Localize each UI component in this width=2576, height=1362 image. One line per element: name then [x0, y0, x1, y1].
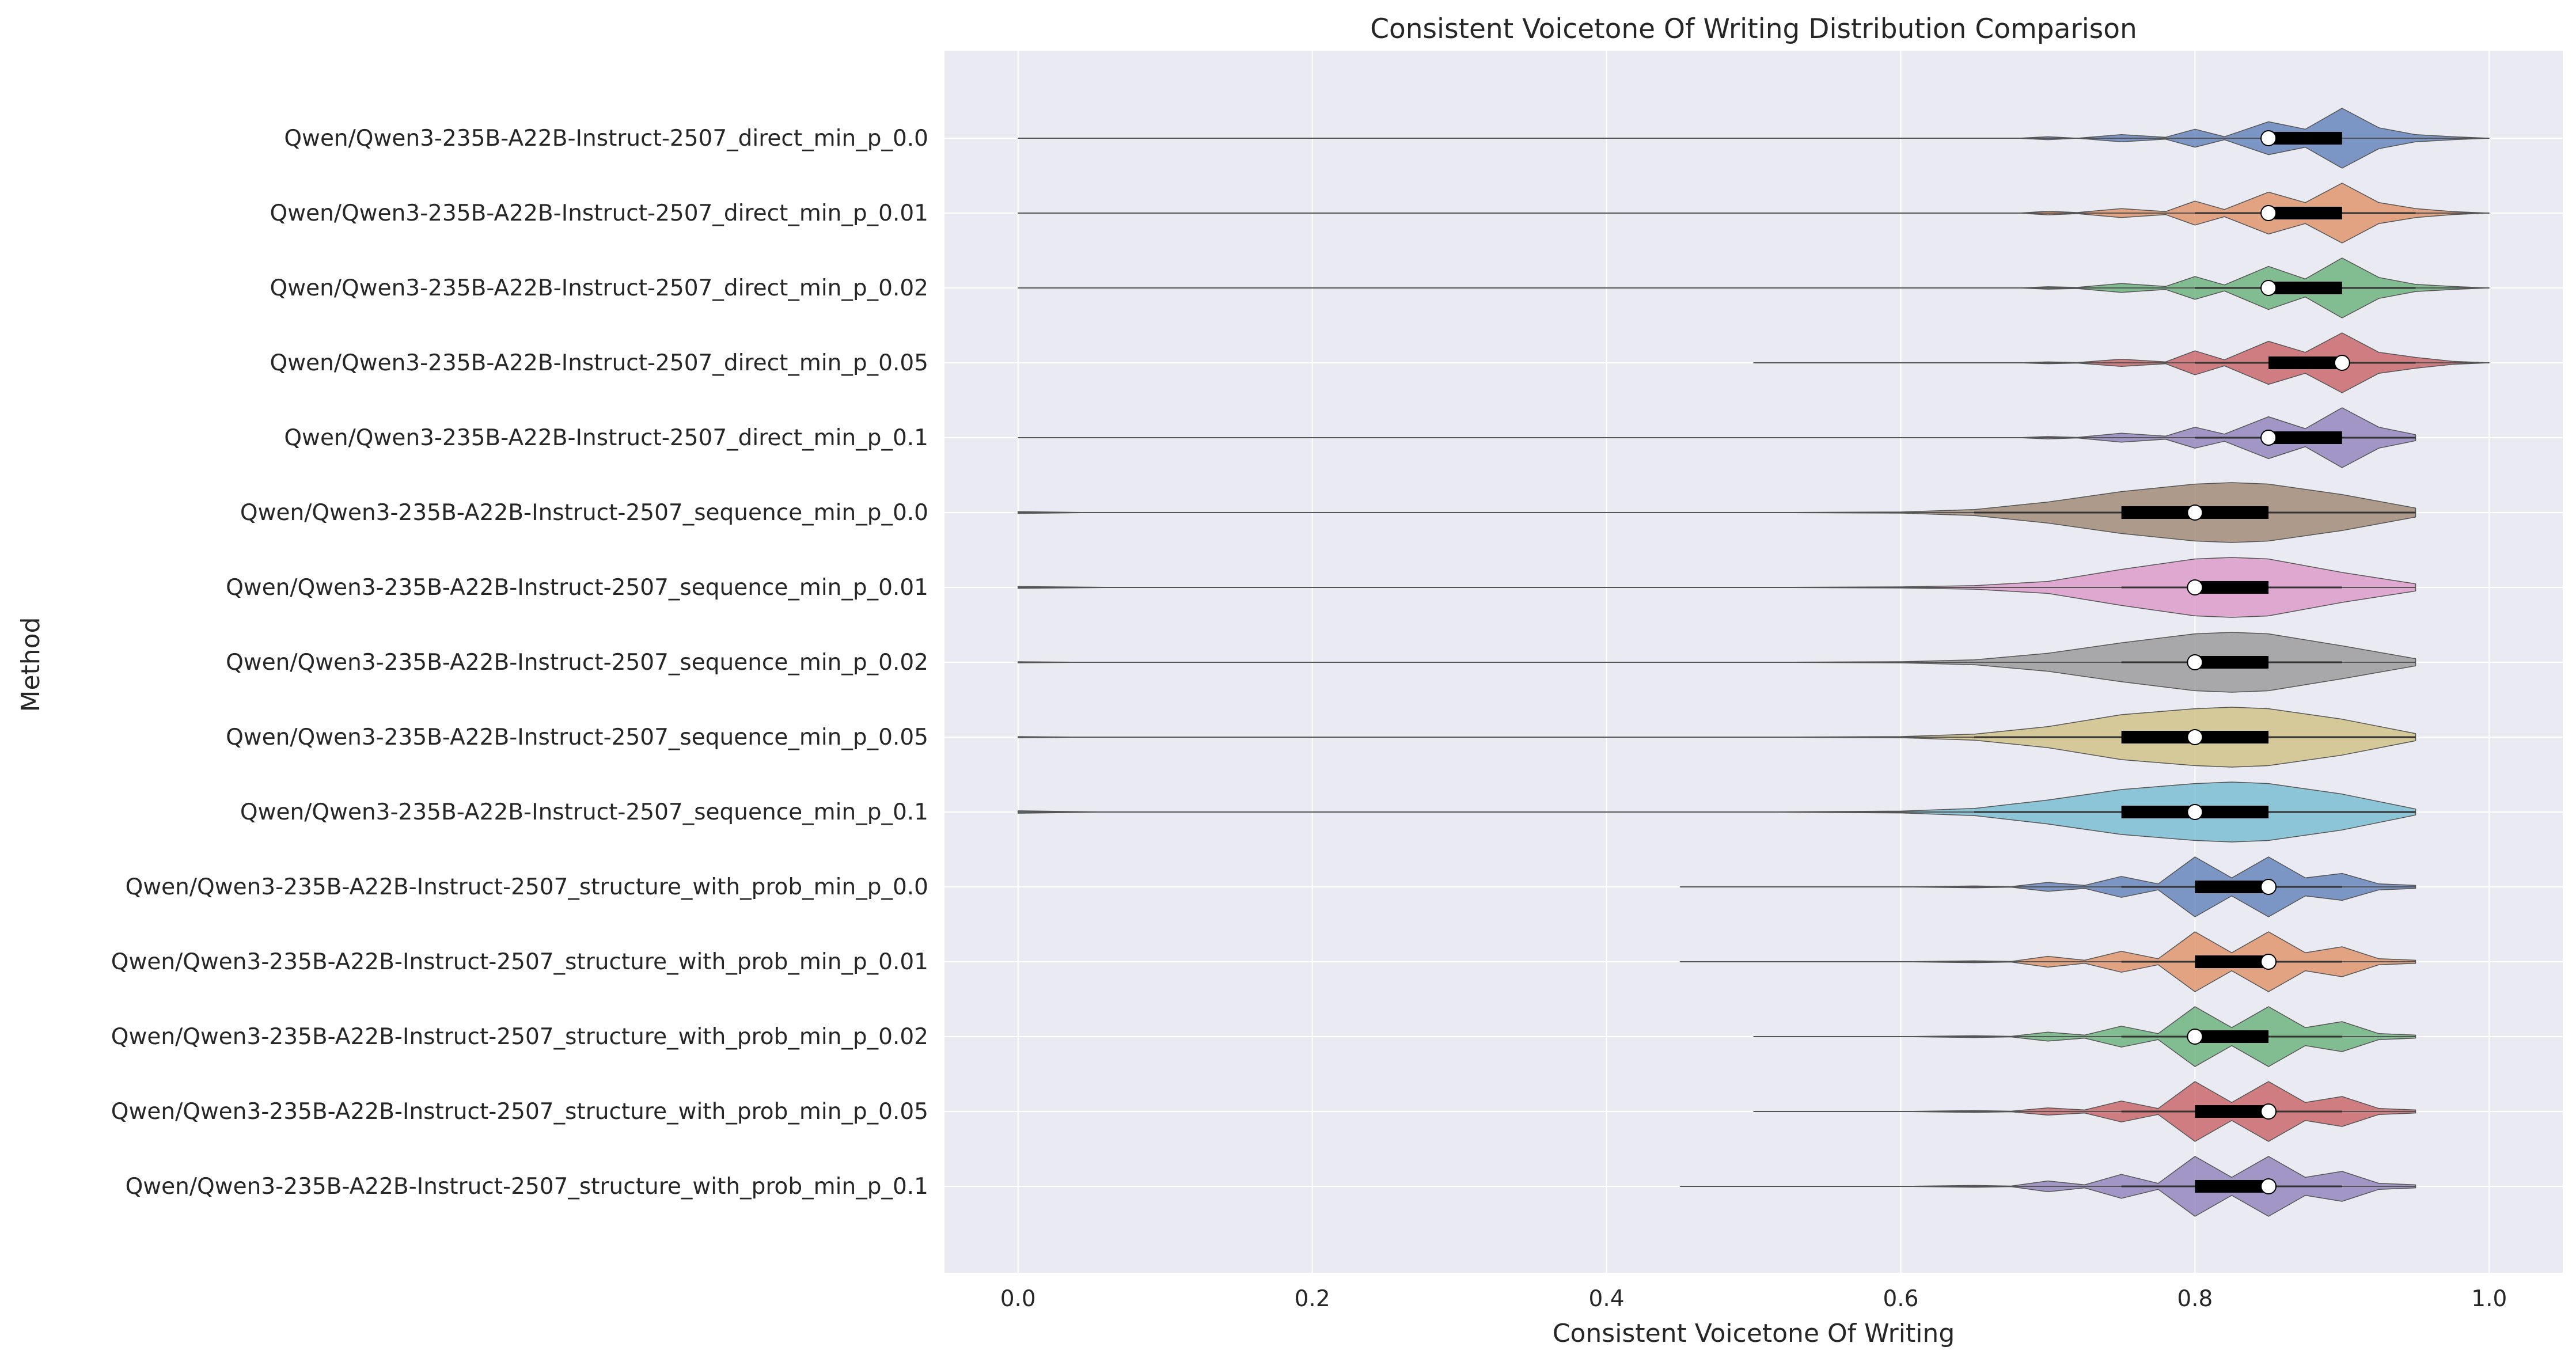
violin-median-point	[2260, 280, 2277, 296]
violin-iqr-box	[2195, 581, 2269, 594]
violin-median-point	[2260, 130, 2277, 146]
violin-median-point	[2187, 1029, 2203, 1045]
violin-median-point	[2260, 1103, 2277, 1120]
violin-iqr-box	[2195, 881, 2269, 893]
violin-median-point	[2260, 1178, 2277, 1194]
violin-median-point	[2187, 579, 2203, 595]
y-tick-label: Qwen/Qwen3-235B-A22B-Instruct-2507_struc…	[111, 1099, 928, 1125]
violin-iqr-box	[2268, 282, 2342, 294]
y-tick-label: Qwen/Qwen3-235B-A22B-Instruct-2507_direc…	[270, 200, 928, 226]
y-tick-label: Qwen/Qwen3-235B-A22B-Instruct-2507_seque…	[226, 724, 928, 750]
y-tick-label: Qwen/Qwen3-235B-A22B-Instruct-2507_seque…	[240, 500, 928, 526]
violin-median-point	[2187, 804, 2203, 820]
violin-iqr-box	[2195, 1105, 2269, 1118]
violin-iqr-box	[2268, 356, 2342, 369]
violin-iqr-box	[2195, 1180, 2269, 1193]
violin-iqr-box	[2195, 656, 2269, 669]
y-tick-label: Qwen/Qwen3-235B-A22B-Instruct-2507_struc…	[111, 1024, 928, 1050]
chart-title: Consistent Voicetone Of Writing Distribu…	[1370, 13, 2137, 45]
violin-iqr-box	[2268, 132, 2342, 145]
y-tick-labels: Qwen/Qwen3-235B-A22B-Instruct-2507_direc…	[111, 126, 928, 1200]
x-tick-labels: 0.0 0.2 0.4 0.6 0.8 1.0	[1000, 1286, 2507, 1312]
x-tick-label: 0.6	[1883, 1286, 1918, 1312]
x-tick-label: 0.0	[1000, 1286, 1036, 1312]
violin-median-point	[2260, 205, 2277, 221]
y-axis-label: Method	[16, 617, 45, 712]
x-tick-label: 0.4	[1589, 1286, 1625, 1312]
x-axis-label: Consistent Voicetone Of Writing	[1553, 1319, 1955, 1348]
y-tick-label: Qwen/Qwen3-235B-A22B-Instruct-2507_struc…	[111, 949, 928, 975]
violin-iqr-box	[2195, 1030, 2269, 1043]
y-tick-label: Qwen/Qwen3-235B-A22B-Instruct-2507_direc…	[284, 126, 928, 151]
violins	[1017, 108, 2490, 1217]
violin-median-point	[2187, 654, 2203, 670]
y-tick-label: Qwen/Qwen3-235B-A22B-Instruct-2507_seque…	[226, 575, 928, 601]
violin-median-point	[2187, 729, 2203, 745]
x-tick-label: 0.8	[2177, 1286, 2213, 1312]
x-tick-label: 1.0	[2471, 1286, 2507, 1312]
y-tick-label: Qwen/Qwen3-235B-A22B-Instruct-2507_struc…	[126, 874, 928, 900]
y-tick-label: Qwen/Qwen3-235B-A22B-Instruct-2507_seque…	[240, 799, 928, 825]
violin-median-point	[2260, 430, 2277, 446]
violin-median-point	[2334, 355, 2350, 371]
violin-iqr-box	[2268, 207, 2342, 219]
y-tick-label: Qwen/Qwen3-235B-A22B-Instruct-2507_seque…	[226, 650, 928, 676]
violin-iqr-box	[2195, 955, 2269, 968]
x-tick-label: 0.2	[1295, 1286, 1330, 1312]
violin-iqr-box	[2268, 431, 2342, 444]
violin-median-point	[2260, 954, 2277, 970]
y-tick-label: Qwen/Qwen3-235B-A22B-Instruct-2507_direc…	[270, 275, 928, 301]
y-tick-label: Qwen/Qwen3-235B-A22B-Instruct-2507_struc…	[126, 1174, 928, 1200]
y-tick-label: Qwen/Qwen3-235B-A22B-Instruct-2507_direc…	[284, 425, 928, 451]
y-tick-label: Qwen/Qwen3-235B-A22B-Instruct-2507_direc…	[270, 350, 928, 376]
violin-median-point	[2187, 504, 2203, 521]
violin-median-point	[2260, 879, 2277, 895]
